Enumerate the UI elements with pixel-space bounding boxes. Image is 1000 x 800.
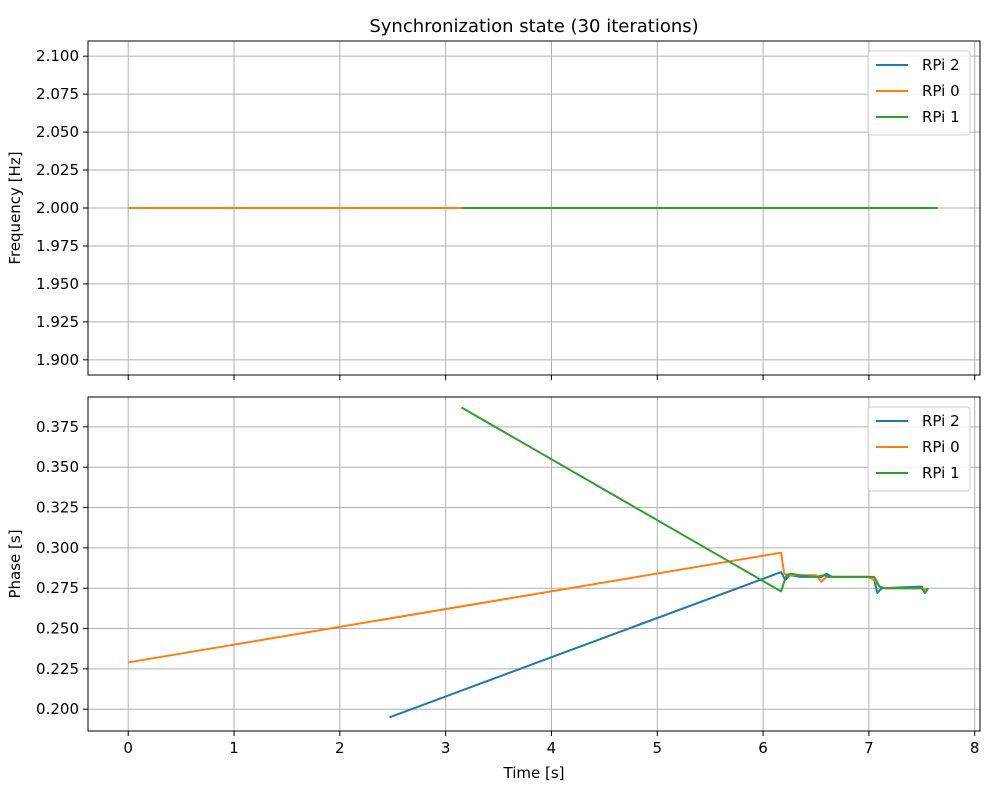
phase-ytick-label: 0.375 xyxy=(36,418,79,436)
phase-axes-frame xyxy=(87,396,981,732)
phase-ytick-label: 0.350 xyxy=(36,458,79,476)
frequency-panel: 1.900 1.925 1.950 1.975 2.000 2.025 2.050 2.075… xyxy=(6,16,981,380)
phase-ytick-label: 0.225 xyxy=(36,660,79,678)
phase-ytick-label: 0.200 xyxy=(36,700,79,718)
phase-xlabel: Time [s] xyxy=(503,764,565,782)
phase-ytick-label: 0.250 xyxy=(36,620,79,638)
phase-series-rpi-1 xyxy=(461,406,929,595)
phase-xtick-label: 5 xyxy=(652,739,662,757)
phase-xtick-label: 8 xyxy=(970,739,980,757)
frequency-legend-label-rpi-0: RPi 0 xyxy=(922,82,960,100)
frequency-ytick-label: 2.050 xyxy=(36,123,79,141)
chart-title: Synchronization state (30 iterations) xyxy=(369,16,698,37)
phase-xtick-label: 2 xyxy=(335,739,345,757)
frequency-ytick-label: 2.025 xyxy=(36,161,79,179)
frequency-ticks: 1.900 1.925 1.950 1.975 2.000 2.025 2.050 2.075… xyxy=(36,47,976,380)
frequency-legend-label-rpi-2: RPi 2 xyxy=(922,56,960,74)
phase-lines xyxy=(128,406,929,719)
phase-xtick-label: 0 xyxy=(123,739,133,757)
phase-xtick-label: 6 xyxy=(758,739,768,757)
frequency-legend-box xyxy=(867,50,971,136)
phase-ytick-label: 0.275 xyxy=(36,579,79,597)
phase-xtick-label: 1 xyxy=(229,739,239,757)
frequency-legend: RPi 2 RPi 0 RPi 1 xyxy=(867,50,971,136)
phase-ytick-label: 0.325 xyxy=(36,499,79,517)
phase-xtick-label: 4 xyxy=(547,739,557,757)
phase-ytick-label: 0.300 xyxy=(36,539,79,557)
frequency-ytick-label: 2.100 xyxy=(36,47,79,65)
phase-ticks: 0 1 2 3 4 5 6 7 8 0.200 0.225 0.250 0.275 0.300 0.325 0… xyxy=(36,418,979,757)
frequency-ytick-label: 1.900 xyxy=(36,351,79,369)
phase-panel: 0 1 2 3 4 5 6 7 8 0.200 0.225 0.250 0.275 0.300 0.325 0… xyxy=(6,396,981,782)
frequency-ytick-label: 2.000 xyxy=(36,199,79,217)
frequency-legend-label-rpi-1: RPi 1 xyxy=(922,108,960,126)
phase-legend-label-rpi-0: RPi 0 xyxy=(922,438,960,456)
frequency-ytick-label: 1.950 xyxy=(36,275,79,293)
frequency-ytick-label: 1.925 xyxy=(36,313,79,331)
frequency-ytick-label: 2.075 xyxy=(36,85,79,103)
phase-xtick-label: 3 xyxy=(441,739,451,757)
frequency-ylabel: Frequency [Hz] xyxy=(6,151,24,264)
phase-ylabel: Phase [s] xyxy=(6,529,24,598)
phase-legend-label-rpi-2: RPi 2 xyxy=(922,412,960,430)
frequency-ytick-label: 1.975 xyxy=(36,237,79,255)
phase-legend-box xyxy=(867,406,971,492)
phase-xtick-label: 7 xyxy=(864,739,874,757)
phase-legend-label-rpi-1: RPi 1 xyxy=(922,464,960,482)
phase-legend: RPi 2 RPi 0 RPi 1 xyxy=(867,406,971,492)
